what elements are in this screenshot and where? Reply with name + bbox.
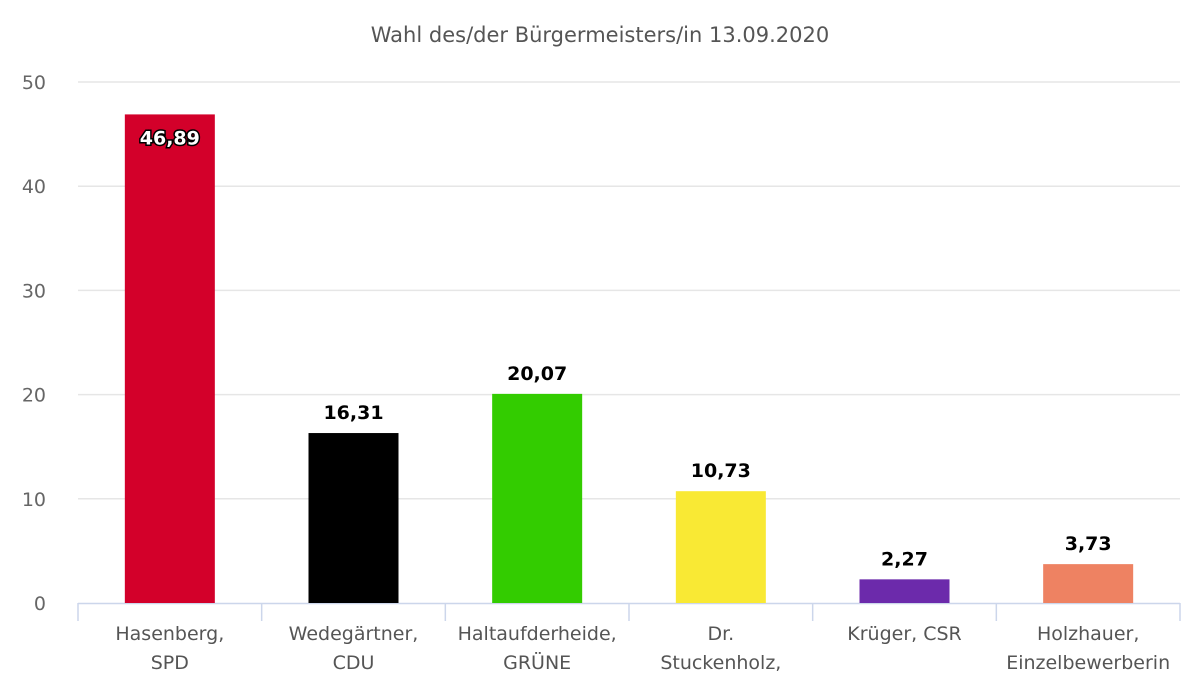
x-tick-label: Einzelbewerberin — [1006, 652, 1170, 674]
x-tick-label: Holzhauer, — [1037, 623, 1139, 645]
data-label: 3,73 — [1065, 533, 1112, 555]
bar[interactable] — [675, 491, 766, 603]
y-tick-label: 0 — [34, 593, 46, 615]
y-tick-label: 30 — [22, 280, 46, 302]
bar[interactable] — [492, 393, 583, 603]
x-tick-label: Hasenberg, — [115, 623, 224, 645]
y-tick-label: 10 — [22, 489, 46, 511]
x-tick-label: Stuckenholz, — [660, 652, 781, 674]
x-tick-label: Wedegärtner, — [289, 623, 419, 645]
x-tick-label: GRÜNE — [503, 651, 571, 674]
x-tick-label: Krüger, CSR — [847, 623, 961, 645]
chart-title: Wahl des/der Bürgermeisters/in 13.09.202… — [371, 23, 829, 47]
y-tick-label: 50 — [22, 72, 46, 94]
x-tick-label: Dr. — [707, 623, 734, 645]
data-label: 16,31 — [323, 402, 383, 424]
x-tick-label: CDU — [333, 652, 375, 674]
bar[interactable] — [859, 579, 950, 603]
bar[interactable] — [1043, 564, 1134, 603]
x-tick-label: Haltaufderheide, — [458, 623, 617, 645]
y-tick-label: 20 — [22, 385, 46, 407]
data-label: 46,89 — [140, 127, 200, 149]
x-tick-label: SPD — [151, 652, 189, 674]
bar[interactable] — [124, 114, 215, 604]
bar[interactable] — [308, 433, 399, 603]
data-label: 20,07 — [507, 363, 567, 385]
y-tick-label: 40 — [22, 176, 46, 198]
data-label: 10,73 — [691, 460, 751, 482]
data-label: 2,27 — [881, 548, 928, 570]
